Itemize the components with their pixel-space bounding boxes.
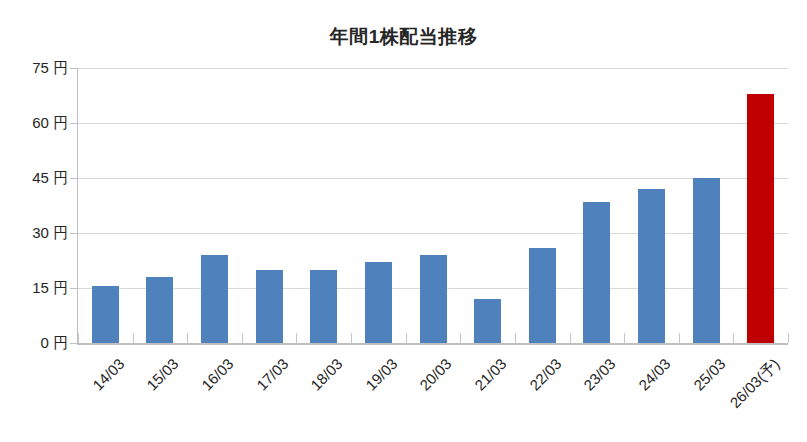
dividend-bar-21/03: [474, 299, 501, 343]
x-boundary-tick-1: [133, 333, 134, 343]
x-boundary-tick-10: [624, 333, 625, 343]
x-axis-label-16/03: 16/03: [198, 355, 237, 394]
dividend-bar-22/03: [529, 248, 556, 343]
x-axis-label-23/03: 23/03: [580, 355, 619, 394]
gridline-60: [78, 123, 788, 124]
x-boundary-tick-0: [78, 333, 79, 343]
x-boundary-tick-6: [406, 333, 407, 343]
x-axis-line: [77, 343, 788, 345]
x-boundary-tick-3: [242, 333, 243, 343]
y-axis-label-0: 0 円: [10, 334, 68, 352]
dividend-bar-18/03: [310, 270, 337, 343]
y-axis-label-75: 75 円: [10, 59, 68, 77]
y-axis-label-15: 15 円: [10, 279, 68, 297]
dividend-bar-26/03(予): [747, 94, 774, 343]
gridline-30: [78, 233, 788, 234]
y-tick-30: [70, 233, 77, 234]
x-boundary-tick-12: [733, 333, 734, 343]
dividend-bar-16/03: [201, 255, 228, 343]
dividend-bar-15/03: [146, 277, 173, 343]
plot-area: [78, 68, 788, 343]
dividend-bar-25/03: [693, 178, 720, 343]
y-tick-15: [70, 288, 77, 289]
x-axis-label-18/03: 18/03: [307, 355, 346, 394]
x-axis-label-21/03: 21/03: [471, 355, 510, 394]
dividend-bar-19/03: [365, 262, 392, 343]
y-tick-0: [70, 343, 77, 344]
x-boundary-tick-7: [460, 333, 461, 343]
y-tick-45: [70, 178, 77, 179]
y-tick-60: [70, 123, 77, 124]
x-boundary-tick-5: [351, 333, 352, 343]
x-axis-label-15/03: 15/03: [143, 355, 182, 394]
y-axis-line: [77, 68, 78, 343]
y-axis-label-60: 60 円: [10, 114, 68, 132]
x-axis-label-24/03: 24/03: [635, 355, 674, 394]
dividend-bar-17/03: [256, 270, 283, 343]
y-axis-label-30: 30 円: [10, 224, 68, 242]
dividend-bar-14/03: [92, 286, 119, 343]
x-boundary-tick-8: [515, 333, 516, 343]
x-axis-label-22/03: 22/03: [526, 355, 565, 394]
dividend-chart: 年間1株配当推移 0 円 15 円 30 円 45 円 60 円 75 円 14/03 15…: [0, 0, 807, 442]
x-axis-label-17/03: 17/03: [253, 355, 292, 394]
chart-title: 年間1株配当推移: [0, 24, 807, 50]
y-axis-label-45: 45 円: [10, 169, 68, 187]
dividend-bar-20/03: [420, 255, 447, 343]
x-boundary-tick-2: [187, 333, 188, 343]
y-tick-75: [70, 68, 77, 69]
x-axis-label-20/03: 20/03: [416, 355, 455, 394]
x-axis-label-25/03: 25/03: [690, 355, 729, 394]
x-boundary-tick-13: [788, 333, 789, 343]
gridline-45: [78, 178, 788, 179]
dividend-bar-24/03: [638, 189, 665, 343]
x-axis-label-14/03: 14/03: [89, 355, 128, 394]
gridline-75: [78, 68, 788, 69]
x-boundary-tick-4: [296, 333, 297, 343]
x-boundary-tick-11: [679, 333, 680, 343]
x-boundary-tick-9: [570, 333, 571, 343]
dividend-bar-23/03: [583, 202, 610, 343]
x-axis-label-26/03(予): 26/03(予): [726, 355, 784, 413]
x-axis-label-19/03: 19/03: [362, 355, 401, 394]
